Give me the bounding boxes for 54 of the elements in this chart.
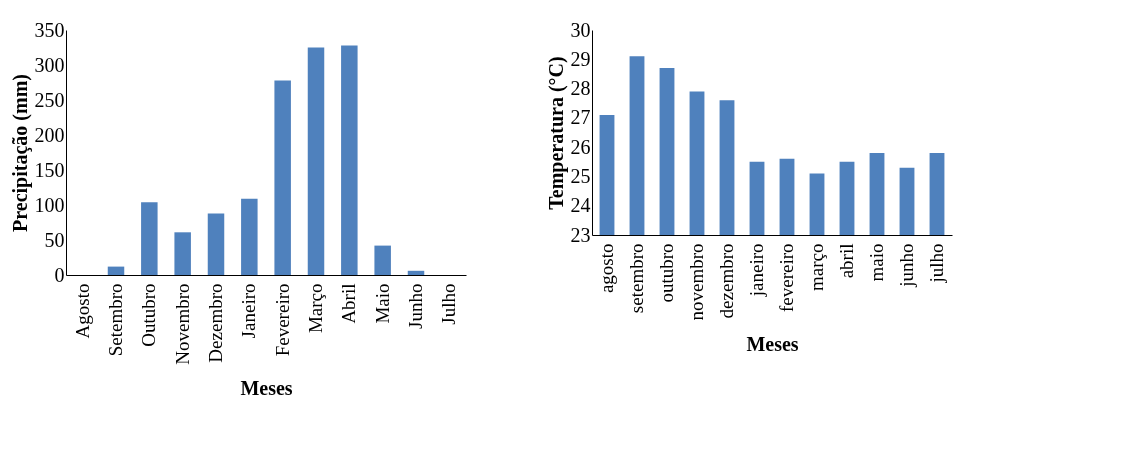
- y-tick-label: 150: [34, 158, 65, 181]
- x-tick-label: julho: [926, 243, 947, 284]
- y-tick-label: 25: [570, 164, 591, 187]
- x-tick-label: Fevereiro: [271, 283, 293, 357]
- x-tick-label: setembro: [626, 243, 647, 314]
- bar: [207, 213, 225, 275]
- bar: [241, 198, 258, 275]
- x-tick-label: Junho: [405, 283, 426, 329]
- y-tick-label: 29: [570, 47, 591, 70]
- y-tick-label: 250: [34, 88, 65, 111]
- bar: [341, 45, 358, 275]
- y-tick-label: 28: [570, 77, 591, 100]
- x-tick-label: Julho: [438, 283, 460, 325]
- x-tick-label: outubro: [656, 243, 677, 303]
- y-tick-label: 0: [54, 263, 65, 286]
- y-axis-title: Temperatura (°C): [544, 56, 568, 210]
- y-tick-label: 300: [34, 53, 65, 76]
- bar: [307, 47, 325, 275]
- y-tick-label: 50: [44, 228, 65, 251]
- x-tick-label: Janeiro: [238, 283, 260, 339]
- x-axis-title: Meses: [746, 332, 799, 355]
- y-tick-label: 350: [34, 18, 65, 41]
- y-tick-label: 100: [34, 193, 65, 216]
- y-axis-title: Precipitação (mm): [8, 74, 32, 232]
- x-tick-label: abril: [836, 243, 857, 279]
- y-tick-label: 200: [34, 123, 65, 146]
- x-tick-label: Março: [305, 283, 326, 334]
- x-tick-label: Novembro: [171, 283, 193, 365]
- x-tick-label: dezembro: [716, 243, 737, 319]
- y-tick-label: 24: [570, 194, 591, 217]
- x-tick-label: junho: [896, 243, 917, 288]
- x-tick-label: Setembro: [105, 283, 126, 357]
- x-tick-label: Agosto: [71, 283, 93, 339]
- x-tick-label: Outubro: [138, 283, 160, 347]
- bar: [107, 266, 125, 275]
- bar: [141, 202, 158, 275]
- x-axis-title: Meses: [240, 376, 293, 399]
- x-tick-label: novembro: [686, 243, 707, 321]
- x-tick-label: Maio: [371, 283, 393, 324]
- bar: [374, 245, 391, 275]
- y-tick-label: 23: [570, 223, 591, 246]
- x-tick-label: agosto: [596, 243, 617, 294]
- x-tick-label: Dezembro: [205, 283, 226, 363]
- x-tick-label: maio: [866, 243, 887, 282]
- x-tick-label: março: [806, 243, 827, 291]
- x-tick-label: Abril: [338, 283, 360, 324]
- y-tick-label: 27: [570, 106, 591, 129]
- x-tick-label: fevereiro: [776, 243, 797, 313]
- y-tick-label: 30: [570, 18, 591, 41]
- x-tick-label: janeiro: [746, 243, 767, 298]
- y-tick-label: 26: [570, 135, 591, 158]
- bar: [274, 80, 291, 275]
- bar: [407, 270, 425, 275]
- bar: [174, 232, 191, 275]
